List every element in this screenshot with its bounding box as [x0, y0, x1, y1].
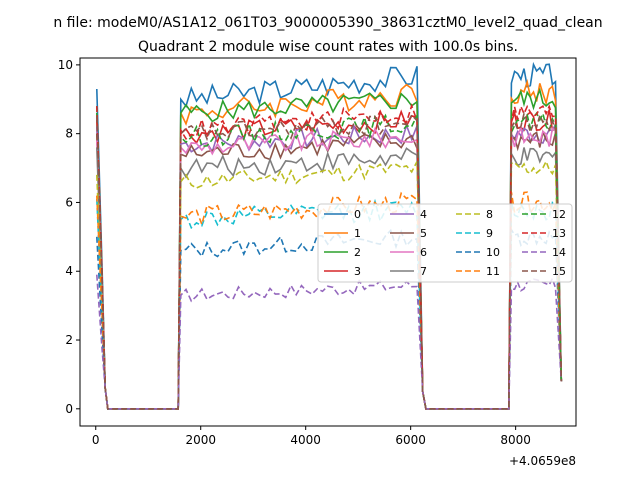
- x-tick-label: 8000: [500, 433, 531, 447]
- legend-label-4: 4: [420, 208, 427, 221]
- legend-label-14: 14: [552, 246, 566, 259]
- y-axis: 0 2 4 6 8 10: [58, 58, 80, 416]
- y-tick-label: 6: [65, 195, 73, 209]
- series-line-8: [96, 159, 563, 410]
- legend-label-5: 5: [420, 227, 427, 240]
- chart-title: Quadrant 2 module wise count rates with …: [138, 39, 518, 55]
- series-line-12: [96, 106, 563, 410]
- x-axis: 0 2000 4000 6000 8000: [92, 426, 531, 447]
- legend-box: [317, 203, 573, 283]
- series-line-6: [96, 125, 563, 410]
- y-tick-label: 8: [65, 127, 73, 141]
- y-tick-label: 2: [65, 333, 73, 347]
- series-line-10: [96, 226, 563, 410]
- series-line-7: [96, 147, 563, 410]
- x-tick-label: 6000: [395, 433, 426, 447]
- series-line-14: [96, 274, 563, 410]
- series-line-13: [96, 103, 563, 410]
- legend-label-10: 10: [486, 246, 500, 259]
- series-line-0: [96, 61, 563, 410]
- series-line-1: [96, 78, 563, 410]
- legend-label-6: 6: [420, 246, 427, 259]
- x-tick-label: 0: [92, 433, 100, 447]
- legend-label-15: 15: [552, 265, 566, 278]
- legend-label-1: 1: [354, 227, 361, 240]
- legend-label-9: 9: [486, 227, 493, 240]
- legend-label-8: 8: [486, 208, 493, 221]
- legend-label-7: 7: [420, 265, 427, 278]
- series-line-3: [96, 109, 563, 410]
- legend-label-2: 2: [354, 246, 361, 259]
- y-tick-label: 10: [58, 58, 73, 72]
- series-line-2: [96, 87, 563, 410]
- series-line-11: [96, 191, 563, 410]
- y-tick-label: 4: [65, 264, 73, 278]
- series-lines: [96, 61, 563, 410]
- legend-label-12: 12: [552, 208, 566, 221]
- legend-label-13: 13: [552, 227, 566, 240]
- x-tick-label: 2000: [185, 433, 216, 447]
- x-tick-label: 4000: [290, 433, 321, 447]
- figure-suptitle: n file: modeM0/AS1A12_061T03_9000005390_…: [53, 15, 602, 31]
- legend-label-3: 3: [354, 265, 361, 278]
- y-tick-label: 0: [65, 402, 73, 416]
- x-offset-text: +4.0659e8: [509, 454, 576, 468]
- legend-label-0: 0: [354, 208, 361, 221]
- plot-frame: [79, 57, 577, 427]
- legend-label-11: 11: [486, 265, 500, 278]
